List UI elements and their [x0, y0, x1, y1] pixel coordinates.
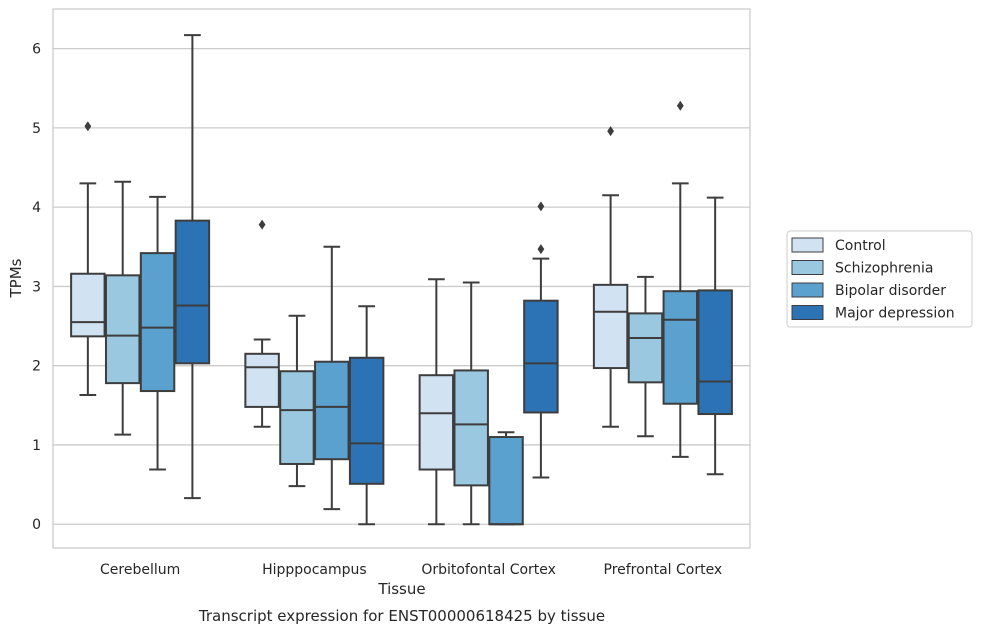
- legend-frame: [786, 230, 973, 328]
- x-axis-label: Tissue: [377, 580, 425, 598]
- box-iqr: [174, 219, 211, 365]
- y-tick-label: 3: [32, 279, 41, 295]
- outlier-point: [258, 219, 266, 230]
- box-major-depression: [697, 196, 733, 476]
- box-iqr: [418, 374, 455, 471]
- box-iqr: [279, 370, 315, 465]
- box-iqr: [348, 356, 385, 485]
- box-bipolar-disorder: [139, 195, 176, 471]
- box-bipolar-disorder: [488, 431, 524, 526]
- outlier-point: [607, 126, 614, 137]
- box-schizophrenia: [279, 314, 315, 488]
- box-control: [244, 219, 280, 428]
- x-tick-labels: Cerebellum Hipppocampus Orbitofontal Corte…: [100, 562, 722, 578]
- y-tick-label: 4: [32, 200, 41, 216]
- y-tick-label: 0: [32, 517, 41, 533]
- boxes: [70, 34, 733, 526]
- box-bipolar-disorder: [314, 245, 350, 511]
- box-iqr: [244, 352, 280, 408]
- box-iqr: [453, 369, 489, 487]
- box-schizophrenia: [453, 281, 489, 526]
- legend-swatch: [791, 282, 824, 298]
- box-iqr: [314, 360, 350, 461]
- box-iqr: [104, 274, 141, 385]
- legend-label: Major depression: [835, 306, 955, 322]
- outlier-point: [537, 201, 545, 212]
- box-iqr: [523, 299, 559, 414]
- x-tick-label: Hipppocampus: [262, 562, 367, 578]
- box-major-depression: [348, 305, 385, 526]
- legend-swatch: [791, 260, 824, 275]
- box-schizophrenia: [104, 180, 141, 436]
- y-tick-label: 5: [32, 121, 41, 137]
- box-iqr: [592, 283, 629, 370]
- y-tick-labels: 0 1 2 3 4 5 6: [32, 42, 41, 534]
- y-tick-label: 6: [32, 42, 41, 58]
- legend-label: Bipolar disorder: [835, 283, 946, 299]
- legend-swatch: [791, 237, 824, 253]
- box-major-depression: [174, 34, 211, 500]
- box-iqr: [697, 289, 733, 416]
- legend-label: Control: [835, 238, 886, 254]
- box-iqr: [139, 252, 176, 393]
- box-bipolar-disorder: [662, 100, 699, 458]
- box-schizophrenia: [627, 275, 664, 438]
- box-iqr: [662, 290, 699, 405]
- legend-entries: Control Schizophrenia Bipolar disorder Majo…: [791, 237, 955, 322]
- box-iqr: [627, 312, 664, 384]
- box-control: [592, 126, 629, 428]
- y-tick-label: 2: [32, 359, 41, 375]
- legend-label: Schizophrenia: [835, 261, 933, 277]
- box-control: [418, 278, 455, 526]
- legend: Control Schizophrenia Bipolar disorder Majo…: [786, 230, 973, 328]
- x-tick-label: Prefrontal Cortex: [604, 562, 723, 578]
- box-iqr: [488, 436, 524, 526]
- y-axis-label: TPMs: [7, 258, 25, 298]
- outlier-point: [537, 244, 545, 255]
- x-tick-label: Cerebellum: [100, 562, 180, 578]
- box-iqr: [70, 272, 106, 338]
- plot-frame: [52, 8, 751, 549]
- outlier-point: [84, 121, 92, 132]
- box-major-depression: [523, 201, 559, 479]
- x-tick-label: Orbitofontal Cortex: [421, 562, 556, 578]
- box-control: [70, 121, 106, 397]
- outlier-point: [676, 100, 684, 111]
- y-tick-label: 1: [32, 438, 41, 454]
- legend-swatch: [791, 305, 824, 320]
- figure-caption: Transcript expression for ENST0000061842…: [198, 607, 605, 625]
